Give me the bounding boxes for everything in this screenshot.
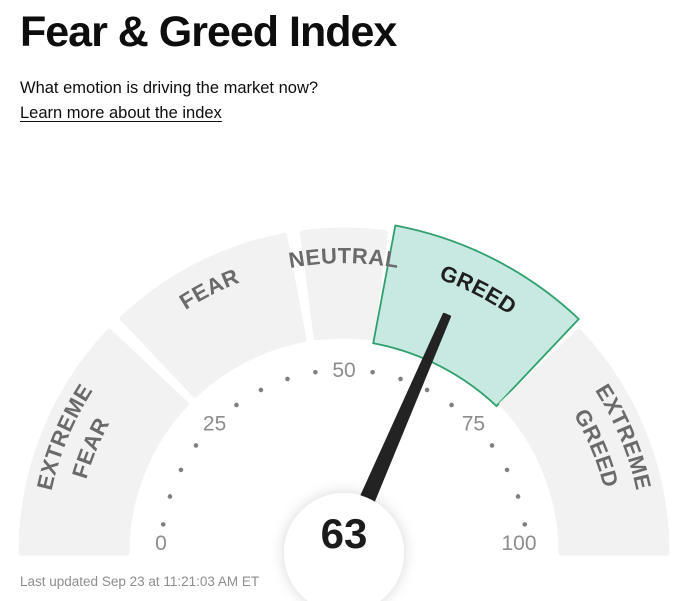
- gauge-tick-label-100: 100: [501, 532, 536, 555]
- gauge-tick-dot: [522, 522, 528, 527]
- gauge-segment-greed: [372, 224, 581, 408]
- gauge-tick-label-25: 25: [203, 413, 226, 436]
- gauge-tick-dot: [398, 376, 403, 382]
- page-title: Fear & Greed Index: [20, 8, 397, 56]
- gauge-tick-dot: [449, 402, 454, 408]
- gauge-tick-label-0: 0: [155, 532, 167, 555]
- gauge-tick-dot: [515, 494, 521, 499]
- gauge-segment-neutral: [300, 227, 388, 341]
- gauge-segment-fear: [119, 233, 307, 398]
- gauge-tick-dot: [258, 387, 264, 393]
- gauge-tick-dot: [370, 369, 375, 375]
- gauge-tick-dot: [234, 402, 239, 408]
- gauge-tick-dot: [160, 522, 166, 527]
- gauge-tick-dot: [489, 443, 495, 448]
- gauge-segment-extreme-greed: [499, 328, 670, 556]
- gauge-tick-label-75: 75: [462, 413, 485, 436]
- gauge-subtitle: What emotion is driving the market now?: [20, 79, 319, 97]
- gauge-tick-dot: [313, 369, 318, 375]
- gauge-tick-dot: [504, 467, 510, 473]
- gauge-value: 63: [321, 510, 368, 557]
- learn-more-link[interactable]: Learn more about the index: [20, 104, 222, 122]
- gauge-hub: [284, 493, 404, 601]
- gauge-tick-dot: [193, 443, 199, 448]
- gauge-segment-extreme-fear: [18, 328, 189, 556]
- gauge-tick-dot: [424, 387, 430, 393]
- gauge-tick-dot: [178, 467, 184, 473]
- gauge-tick-label-50: 50: [332, 359, 355, 382]
- gauge-segment-label-neutral: NEUTRAL: [287, 243, 401, 273]
- last-updated-text: Last updated Sep 23 at 11:21:03 AM ET: [20, 574, 260, 589]
- gauge-tick-dot: [167, 494, 173, 499]
- gauge-tick-dot: [285, 376, 290, 382]
- header: Fear & Greed Index What emotion is drivi…: [20, 10, 660, 125]
